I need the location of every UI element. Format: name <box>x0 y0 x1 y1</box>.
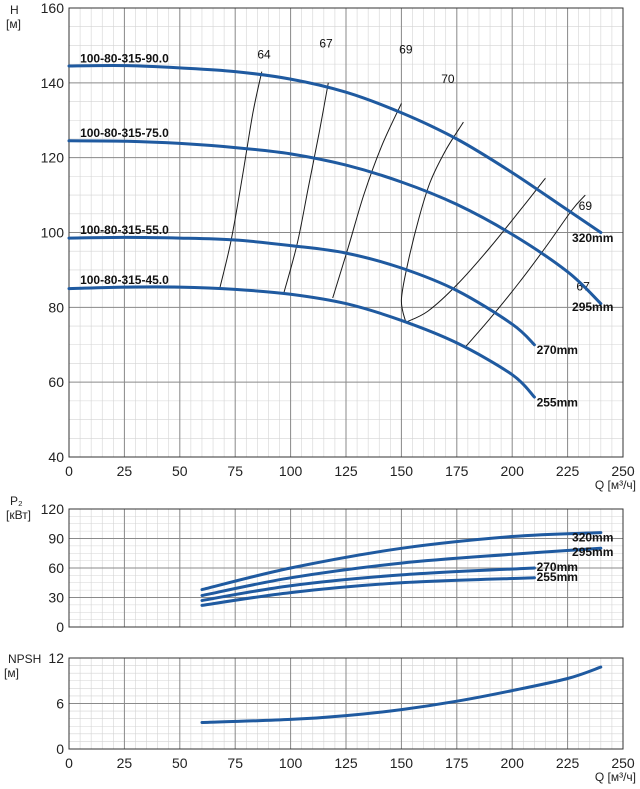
pump-model-label: 100-80-315-45.0 <box>80 273 169 287</box>
npsh-grid <box>68 657 624 750</box>
x-tick-label: 250 <box>611 463 635 479</box>
x-tick-label: 250 <box>611 755 635 771</box>
efficiency-label: 64 <box>257 48 271 62</box>
y-tick-label: 30 <box>48 590 64 606</box>
x-tick-label: 125 <box>334 755 358 771</box>
efficiency-label: 70 <box>441 72 455 86</box>
efficiency-isoline <box>283 82 329 293</box>
efficiency-isoline <box>465 194 586 347</box>
x-axis-label: Q [м³/ч] <box>595 770 636 784</box>
efficiency-label: 69 <box>399 43 413 57</box>
efficiency-isoline <box>219 71 263 289</box>
x-tick-label: 0 <box>65 755 73 771</box>
impeller-size-label: 320mm <box>572 530 613 544</box>
impeller-size-label: 255mm <box>537 395 578 409</box>
impeller-size-label: 270mm <box>537 560 578 574</box>
x-tick-label: 25 <box>117 463 133 479</box>
y-tick-label: 60 <box>48 560 64 576</box>
y-axis-unit: [м] <box>4 666 19 680</box>
head-curve-295mm <box>67 139 603 306</box>
x-tick-label: 150 <box>390 755 414 771</box>
y-axis-label: NPSH <box>8 652 41 666</box>
x-tick-label: 50 <box>172 463 188 479</box>
y-tick-label: 6 <box>56 696 64 712</box>
y-tick-label: 40 <box>48 449 64 465</box>
pump-model-label: 100-80-315-75.0 <box>80 126 169 140</box>
y-tick-label: 100 <box>41 225 65 241</box>
x-tick-label: 50 <box>172 755 188 771</box>
x-tick-label: 25 <box>117 755 133 771</box>
x-tick-label: 200 <box>501 463 525 479</box>
impeller-size-label: 320mm <box>572 231 613 245</box>
x-tick-label: 125 <box>334 463 358 479</box>
efficiency-label: 69 <box>579 199 593 213</box>
y-tick-label: 160 <box>41 0 65 16</box>
y-tick-label: 90 <box>48 531 64 547</box>
x-tick-label: 100 <box>279 463 303 479</box>
y-tick-label: 0 <box>56 619 64 635</box>
x-tick-label: 150 <box>390 463 414 479</box>
npsh-plot-frame <box>68 657 624 750</box>
y-tick-label: 80 <box>48 299 64 315</box>
head-plot-frame <box>68 7 624 458</box>
head-curve-320mm <box>67 64 603 234</box>
pump-model-label: 100-80-315-90.0 <box>80 51 169 65</box>
x-tick-label: 75 <box>227 463 243 479</box>
head-chart-panel: 40 60 80 100 120 140 160 0 25 50 75 100 125 150 175 200… <box>6 0 636 492</box>
head-curve-270mm <box>67 235 536 347</box>
efficiency-isoline <box>400 121 464 323</box>
y-tick-label: 140 <box>41 75 65 91</box>
y-axis-unit: [м] <box>6 17 21 31</box>
x-tick-label: 0 <box>65 463 73 479</box>
x-axis-label: Q [м³/ч] <box>595 478 636 492</box>
impeller-size-label: 295mm <box>572 300 613 314</box>
efficiency-isoline <box>405 177 546 323</box>
y-tick-label: 120 <box>41 150 65 166</box>
x-tick-label: 75 <box>227 755 243 771</box>
impeller-size-label: 270mm <box>537 343 578 357</box>
npsh-chart-panel: 0 6 12 0 25 50 75 100 125 150 175 200 225 250 NPSH[м] Q… <box>4 650 636 784</box>
efficiency-isoline <box>332 103 402 299</box>
x-tick-label: 175 <box>445 755 469 771</box>
head-grid <box>68 7 624 458</box>
power-curve-270mm <box>200 566 536 602</box>
y-axis-unit: [кВт] <box>6 508 31 522</box>
x-tick-label: 100 <box>279 755 303 771</box>
y-axis-label: P₂ <box>10 494 23 508</box>
x-tick-label: 225 <box>556 755 580 771</box>
power-curve-295mm <box>200 546 603 597</box>
impeller-size-label: 255mm <box>537 570 578 584</box>
x-tick-label: 225 <box>556 463 580 479</box>
npsh-curve-npsh <box>200 665 603 724</box>
head-curve-255mm <box>67 285 536 399</box>
y-axis-label: H <box>10 3 19 17</box>
efficiency-label: 67 <box>319 36 333 50</box>
impeller-size-label: 295mm <box>572 545 613 559</box>
power-curve-255mm <box>200 576 536 607</box>
power-plot-frame <box>68 508 624 628</box>
y-tick-label: 60 <box>48 374 64 390</box>
x-tick-label: 175 <box>445 463 469 479</box>
x-tick-label: 200 <box>501 755 525 771</box>
power-curve-320mm <box>200 531 603 592</box>
y-tick-label: 12 <box>48 650 64 666</box>
pump-model-label: 100-80-315-55.0 <box>80 223 169 237</box>
y-tick-label: 120 <box>41 501 65 517</box>
y-tick-label: 0 <box>56 741 64 757</box>
